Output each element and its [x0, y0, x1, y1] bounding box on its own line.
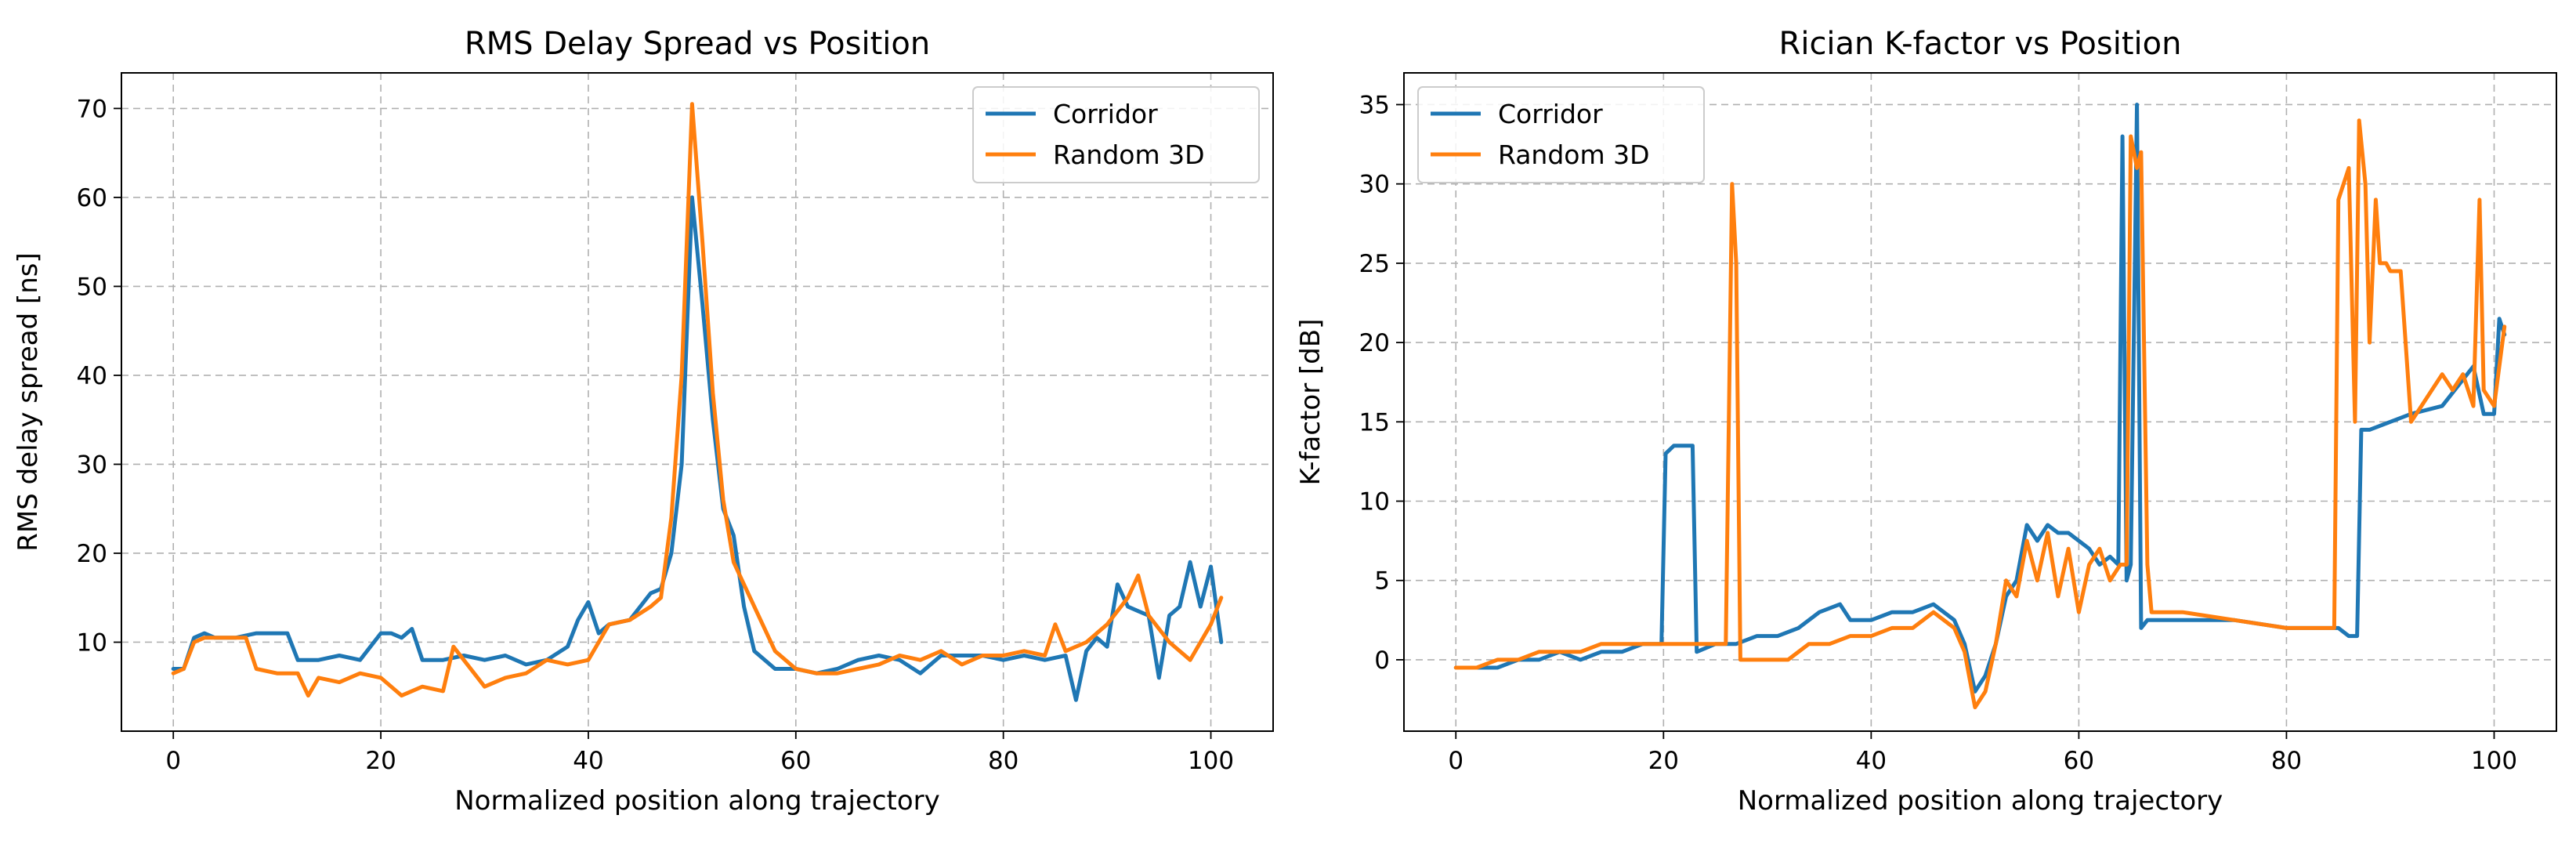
x-tick-label: 0 — [165, 747, 181, 775]
y-tick-label: 25 — [1359, 250, 1390, 278]
y-tick-label: 50 — [77, 273, 107, 301]
series-line-random-3d — [171, 102, 1224, 698]
legend: Corridor Random 3D — [972, 86, 1260, 183]
y-tick-label: 30 — [1359, 171, 1390, 199]
y-tick-label: 20 — [1359, 329, 1390, 357]
y-tick-label: 40 — [77, 362, 107, 390]
legend-label: Corridor — [1498, 99, 1603, 129]
x-tick-label: 80 — [2271, 747, 2302, 775]
y-tick-label: 70 — [77, 95, 107, 123]
y-tick-label: 30 — [77, 451, 107, 479]
y-axis-label: K-factor [dB] — [1295, 319, 1326, 486]
legend-label: Random 3D — [1498, 139, 1650, 170]
x-tick-label: 60 — [780, 747, 811, 775]
y-tick-label: 10 — [77, 628, 107, 657]
y-tick-label: 20 — [77, 540, 107, 568]
y-tick-label: 10 — [1359, 488, 1390, 516]
x-axis-label: Normalized position along trajectory — [1738, 785, 2223, 817]
y-tick-label: 60 — [77, 184, 107, 212]
series-line-corridor — [171, 195, 1224, 702]
k-factor-chart: 0 20 40 60 80 100 0 5 10 15 20 25 30 35 Rician K-facto… — [1295, 26, 2557, 817]
rms-delay-spread-chart: 0 20 40 60 80 100 10 20 30 40 50 60 70 RMS Delay Spre… — [13, 26, 1274, 817]
x-tick-label: 40 — [1856, 747, 1887, 775]
x-tick-label: 20 — [1648, 747, 1679, 775]
x-tick-label: 0 — [1448, 747, 1463, 775]
plot-frame — [121, 72, 1274, 732]
y-tick-label: 35 — [1359, 91, 1390, 119]
series-line-random-3d — [1453, 118, 2507, 710]
x-tick-label: 100 — [1188, 747, 1234, 775]
chart-title: RMS Delay Spread vs Position — [465, 26, 930, 62]
x-axis-label: Normalized position along trajectory — [454, 785, 940, 817]
y-tick-label: 15 — [1359, 408, 1390, 436]
plot-frame — [1403, 72, 2557, 732]
x-tick-label: 20 — [365, 747, 396, 775]
legend-label: Corridor — [1053, 99, 1158, 129]
legend-label: Random 3D — [1053, 139, 1205, 170]
y-axis-label: RMS delay spread [ns] — [13, 252, 44, 552]
legend-box — [1417, 86, 1705, 183]
x-tick-label: 40 — [573, 747, 603, 775]
y-tick-label: 0 — [1374, 647, 1390, 675]
chart-title: Rician K-factor vs Position — [1779, 26, 2182, 62]
legend-box — [972, 86, 1260, 183]
x-tick-label: 60 — [2064, 747, 2094, 775]
y-tick-label: 5 — [1374, 567, 1390, 596]
x-tick-label: 100 — [2471, 747, 2517, 775]
x-tick-label: 80 — [988, 747, 1018, 775]
legend: Corridor Random 3D — [1417, 86, 1705, 183]
